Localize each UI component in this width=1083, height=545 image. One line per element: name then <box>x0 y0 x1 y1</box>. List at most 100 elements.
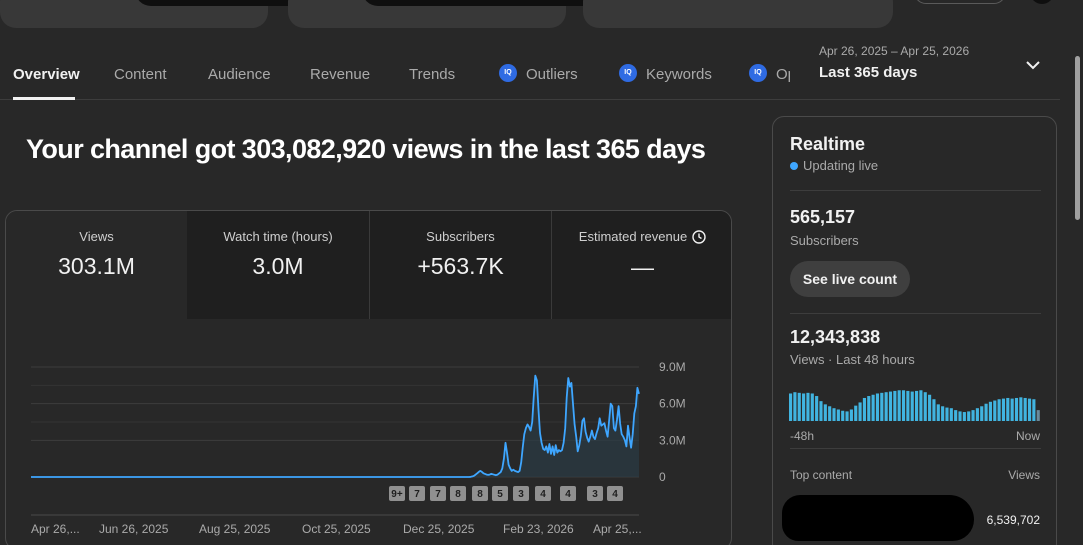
top-dark-pill-2[interactable] <box>362 0 678 6</box>
tab-trends[interactable]: Trends <box>409 66 455 83</box>
realtime-bar[interactable] <box>875 393 880 421</box>
realtime-bar[interactable] <box>936 404 940 421</box>
realtime-bar[interactable] <box>893 390 897 421</box>
realtime-subscribers-label: Subscribers <box>790 233 859 248</box>
realtime-bar[interactable] <box>802 393 806 421</box>
video-marker[interactable]: 8 <box>450 486 466 501</box>
realtime-bar[interactable] <box>1019 397 1023 421</box>
realtime-bar[interactable] <box>1036 410 1040 421</box>
realtime-bar[interactable] <box>901 390 906 421</box>
tab-revenue[interactable]: Revenue <box>310 66 370 83</box>
realtime-bar[interactable] <box>823 404 827 421</box>
realtime-bar[interactable] <box>793 392 797 421</box>
video-marker[interactable]: 5 <box>492 486 508 501</box>
realtime-bar[interactable] <box>862 397 866 421</box>
realtime-bar[interactable] <box>980 406 984 421</box>
realtime-bar[interactable] <box>867 396 871 421</box>
see-live-count-button[interactable]: See live count <box>790 261 910 297</box>
views-line-chart[interactable]: 9.0M 6.0M 3.0M 0 9+ 7 7 8 8 5 3 4 4 3 4 Apr 26,... Jun 2… <box>6 319 732 545</box>
video-marker[interactable]: 7 <box>430 486 446 501</box>
metric-tab-estimated-revenue[interactable]: Estimated revenue — <box>551 211 731 319</box>
realtime-bar[interactable] <box>888 391 893 421</box>
realtime-bar[interactable] <box>854 405 858 421</box>
realtime-bar[interactable] <box>941 406 945 421</box>
metric-tab-subscribers[interactable]: Subscribers +563.7K <box>369 211 551 319</box>
video-marker[interactable]: 7 <box>409 486 425 501</box>
realtime-bar[interactable] <box>841 410 845 421</box>
redacted-video-title[interactable] <box>782 495 974 541</box>
realtime-bar[interactable] <box>849 409 853 421</box>
realtime-bar[interactable] <box>932 399 936 421</box>
realtime-bar[interactable] <box>1006 397 1010 421</box>
realtime-bar[interactable] <box>997 399 1001 421</box>
tab-keywords[interactable]: IQ Keywords <box>619 64 712 84</box>
tab-label: Op <box>776 66 790 83</box>
realtime-bar[interactable] <box>810 393 814 421</box>
video-marker[interactable]: 3 <box>513 486 529 501</box>
realtime-bar[interactable] <box>832 408 836 421</box>
metric-tab-views[interactable]: Views 303.1M <box>6 211 187 319</box>
top-pill-3[interactable] <box>583 0 893 28</box>
realtime-bar[interactable] <box>1014 397 1019 421</box>
realtime-bar[interactable] <box>945 407 949 421</box>
tab-op[interactable]: IQ Op <box>749 64 790 84</box>
realtime-bar[interactable] <box>975 408 979 421</box>
date-range-picker[interactable]: Apr 26, 2025 – Apr 25, 2026 Last 365 day… <box>819 44 969 81</box>
realtime-bar[interactable] <box>962 412 966 421</box>
realtime-bar[interactable] <box>789 393 793 421</box>
realtime-bar[interactable] <box>993 400 997 421</box>
top-button[interactable] <box>914 0 1006 4</box>
metric-tab-watch-time[interactable]: Watch time (hours) 3.0M <box>187 211 369 319</box>
divider <box>790 190 1041 191</box>
realtime-bar[interactable] <box>1027 398 1032 421</box>
realtime-bar[interactable] <box>897 390 901 421</box>
chevron-down-icon[interactable] <box>1024 58 1042 72</box>
realtime-bar[interactable] <box>880 392 884 421</box>
realtime-bar[interactable] <box>1010 398 1014 421</box>
realtime-bar[interactable] <box>954 410 958 421</box>
realtime-bar[interactable] <box>884 392 888 421</box>
realtime-bar[interactable] <box>1032 399 1036 421</box>
svg-text:3: 3 <box>592 489 598 500</box>
video-marker[interactable]: 4 <box>560 486 576 501</box>
scrollbar-thumb[interactable] <box>1075 56 1080 220</box>
video-marker[interactable]: 4 <box>607 486 623 501</box>
realtime-bar[interactable] <box>919 390 923 421</box>
realtime-views-bar-chart[interactable] <box>789 389 1041 421</box>
tab-overview[interactable]: Overview <box>13 66 80 83</box>
realtime-bar[interactable] <box>988 401 992 421</box>
realtime-bar[interactable] <box>906 390 910 421</box>
tab-outliers[interactable]: IQ Outliers <box>499 64 578 84</box>
realtime-bar[interactable] <box>1023 397 1027 421</box>
realtime-bar[interactable] <box>815 396 819 421</box>
realtime-bar[interactable] <box>923 392 927 421</box>
series-line-views[interactable] <box>31 374 640 478</box>
top-dark-pill-1[interactable] <box>135 0 351 6</box>
realtime-bar[interactable] <box>845 411 849 421</box>
realtime-bar[interactable] <box>910 391 914 421</box>
realtime-bar[interactable] <box>828 406 832 421</box>
video-marker[interactable]: 8 <box>472 486 488 501</box>
realtime-bar[interactable] <box>806 392 810 421</box>
realtime-bar[interactable] <box>1001 398 1006 421</box>
tab-content[interactable]: Content <box>114 66 167 83</box>
video-marker[interactable]: 4 <box>535 486 551 501</box>
iq-badge-icon: IQ <box>619 64 637 83</box>
realtime-bar[interactable] <box>836 409 840 421</box>
tab-audience[interactable]: Audience <box>208 66 271 83</box>
realtime-bar[interactable] <box>819 401 823 421</box>
realtime-bar[interactable] <box>915 390 919 421</box>
realtime-bar[interactable] <box>858 402 862 421</box>
video-marker[interactable]: 9+ <box>389 486 405 501</box>
realtime-bar[interactable] <box>949 408 953 421</box>
realtime-bar[interactable] <box>967 411 971 421</box>
realtime-bar[interactable] <box>928 394 932 421</box>
x-tick-label: Aug 25, 2025 <box>199 522 271 536</box>
realtime-bar[interactable] <box>871 394 875 421</box>
realtime-bar[interactable] <box>984 403 988 421</box>
realtime-bar[interactable] <box>797 392 801 421</box>
avatar[interactable] <box>1030 0 1054 4</box>
realtime-bar[interactable] <box>971 410 975 421</box>
realtime-bar[interactable] <box>958 411 962 421</box>
video-marker[interactable]: 3 <box>587 486 603 501</box>
